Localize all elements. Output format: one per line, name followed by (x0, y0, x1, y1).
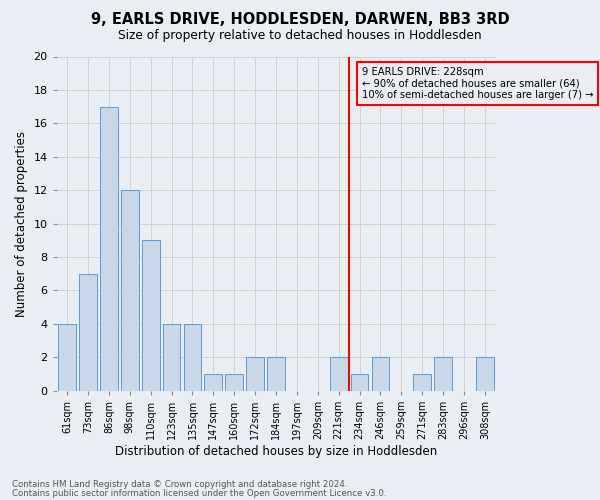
Bar (413, 374, 431, 390)
X-axis label: Distribution of detached houses by size in Hoddlesden: Distribution of detached houses by size … (115, 444, 437, 458)
Bar (79, 274, 97, 390)
Bar (267, 357, 285, 390)
Bar (476, 357, 494, 390)
Bar (184, 324, 202, 390)
Bar (371, 357, 389, 390)
Text: Contains HM Land Registry data © Crown copyright and database right 2024.: Contains HM Land Registry data © Crown c… (12, 480, 347, 489)
Text: Size of property relative to detached houses in Hoddlesden: Size of property relative to detached ho… (118, 28, 482, 42)
Bar (350, 374, 368, 390)
Bar (205, 374, 222, 390)
Bar (246, 357, 264, 390)
Bar (121, 190, 139, 390)
Bar (434, 357, 452, 390)
Y-axis label: Number of detached properties: Number of detached properties (15, 130, 28, 316)
Bar (226, 374, 243, 390)
Bar (163, 324, 181, 390)
Bar (100, 106, 118, 391)
Bar (142, 240, 160, 390)
Text: 9, EARLS DRIVE, HODDLESDEN, DARWEN, BB3 3RD: 9, EARLS DRIVE, HODDLESDEN, DARWEN, BB3 … (91, 12, 509, 28)
Bar (58, 324, 76, 390)
Bar (330, 357, 347, 390)
Text: 9 EARLS DRIVE: 228sqm
← 90% of detached houses are smaller (64)
10% of semi-deta: 9 EARLS DRIVE: 228sqm ← 90% of detached … (362, 66, 593, 100)
Text: Contains public sector information licensed under the Open Government Licence v3: Contains public sector information licen… (12, 488, 386, 498)
